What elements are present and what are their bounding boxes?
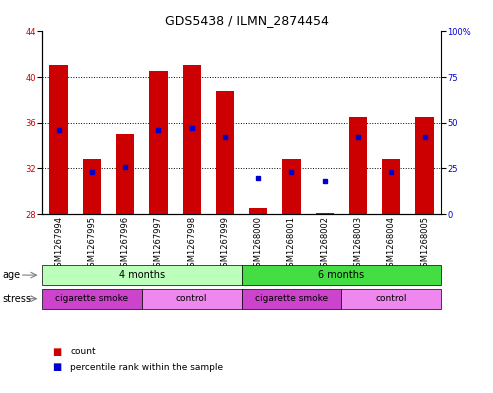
Text: 4 months: 4 months	[119, 270, 165, 280]
Bar	[416, 117, 434, 214]
Text: cigarette smoke: cigarette smoke	[55, 294, 128, 303]
Text: age: age	[2, 270, 21, 280]
Text: cigarette smoke: cigarette smoke	[255, 294, 328, 303]
Bar	[149, 72, 168, 214]
Text: stress: stress	[2, 294, 32, 304]
Bar	[349, 117, 367, 214]
Text: 6 months: 6 months	[318, 270, 364, 280]
Text: ■: ■	[52, 362, 61, 373]
Bar	[116, 134, 134, 214]
Bar	[83, 160, 101, 214]
Bar	[249, 208, 267, 214]
Text: ■: ■	[52, 347, 61, 357]
Text: GDS5438 / ILMN_2874454: GDS5438 / ILMN_2874454	[165, 14, 328, 27]
Bar	[282, 160, 301, 214]
Bar	[382, 160, 400, 214]
Text: percentile rank within the sample: percentile rank within the sample	[70, 363, 224, 372]
Bar	[49, 64, 68, 214]
Bar	[182, 64, 201, 214]
Text: control: control	[176, 294, 208, 303]
Text: count: count	[70, 347, 96, 356]
Bar	[316, 213, 334, 214]
Text: control: control	[376, 294, 407, 303]
Bar	[216, 91, 234, 214]
